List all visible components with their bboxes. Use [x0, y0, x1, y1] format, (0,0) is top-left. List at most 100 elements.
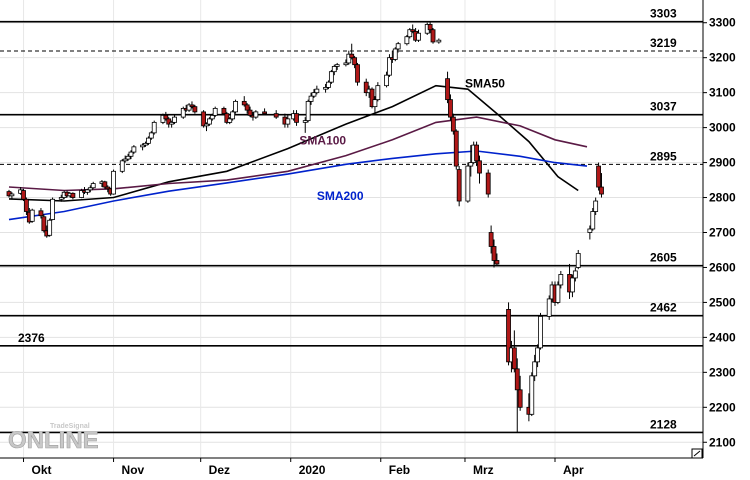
candle — [29, 208, 35, 223]
candle-body — [247, 109, 253, 116]
candle — [387, 54, 392, 77]
y-tick-label: 2300 — [709, 365, 736, 379]
x-tick-label: 2020 — [299, 463, 326, 477]
candle-body — [233, 100, 238, 113]
candle — [143, 141, 148, 147]
candle-body — [221, 107, 227, 115]
candle — [491, 239, 497, 268]
candle — [186, 103, 192, 112]
y-tick-label: 2700 — [709, 225, 736, 239]
candle — [151, 120, 157, 135]
candle — [407, 27, 413, 39]
candle-body — [535, 347, 540, 363]
candle-body — [111, 170, 116, 195]
candle-body — [21, 190, 26, 200]
series-line-sma50 — [8, 84, 579, 202]
candle-body — [395, 43, 401, 50]
candle — [465, 162, 471, 203]
candle — [587, 225, 593, 240]
candle-body — [206, 118, 212, 125]
candle — [331, 64, 337, 76]
candle-body — [334, 64, 340, 67]
candle-body — [593, 200, 599, 212]
x-tick-label: Okt — [32, 463, 52, 477]
candle-body — [58, 197, 64, 200]
candle — [253, 110, 259, 119]
candle — [456, 166, 462, 207]
candle-body — [477, 160, 482, 174]
candle-body — [212, 107, 218, 116]
candle — [148, 131, 154, 140]
resize-handle-icon[interactable] — [691, 448, 703, 459]
candle — [212, 106, 218, 118]
x-tick-label: Dez — [209, 463, 230, 477]
candle-body — [491, 246, 497, 261]
level-label: 2462 — [650, 301, 677, 315]
candle-body — [465, 165, 471, 202]
candle — [538, 312, 543, 350]
candle — [599, 173, 604, 198]
candle-body — [430, 29, 436, 43]
candle-body — [331, 66, 337, 73]
candle-body — [128, 151, 134, 157]
level-label: 2376 — [18, 331, 45, 345]
candle-body — [41, 216, 47, 232]
candle-body — [546, 298, 552, 317]
level-label: 3303 — [650, 7, 677, 21]
candle-body — [529, 375, 535, 415]
y-tick-label: 3200 — [709, 51, 736, 65]
candle — [47, 218, 53, 237]
candle — [209, 113, 215, 121]
candle — [308, 92, 314, 105]
candle — [230, 110, 236, 121]
candle — [372, 96, 378, 114]
candle — [169, 120, 175, 128]
candle-body — [384, 74, 389, 87]
candle-body — [323, 87, 328, 90]
candle — [343, 59, 349, 67]
candle — [570, 274, 575, 298]
candle-body — [209, 114, 215, 120]
candle — [21, 188, 26, 202]
candle-body — [587, 228, 593, 233]
candle — [506, 302, 511, 366]
candle-body — [427, 24, 433, 31]
candle — [189, 101, 195, 109]
candle — [294, 110, 299, 126]
candle — [404, 34, 410, 46]
y-tick-label: 2100 — [709, 435, 736, 449]
candle — [146, 136, 151, 146]
candle — [79, 188, 85, 199]
candle-body — [532, 361, 538, 377]
candle — [285, 115, 291, 128]
candle-body — [148, 132, 154, 139]
candle — [227, 117, 233, 125]
candle-body — [311, 92, 317, 97]
candle-body — [192, 106, 198, 113]
candle — [233, 99, 238, 114]
candle — [395, 41, 401, 53]
logo-small-text: TradeSignal — [50, 423, 90, 430]
candle-body — [387, 57, 392, 76]
candle-body — [352, 57, 358, 66]
candle-body — [404, 36, 410, 45]
candle-body — [29, 209, 35, 222]
candle-body — [305, 100, 311, 122]
candle-body — [506, 309, 511, 363]
candle-body — [375, 85, 381, 101]
candle — [172, 115, 177, 125]
candle-body — [314, 88, 320, 94]
candle — [24, 197, 29, 216]
candle — [477, 155, 482, 184]
ma-label: SMA100 — [299, 133, 346, 147]
candle-body — [448, 99, 453, 118]
candle-body — [456, 169, 462, 202]
candle — [58, 194, 64, 202]
candle — [596, 162, 601, 191]
candle — [468, 145, 474, 177]
candle — [328, 69, 334, 84]
candle — [262, 108, 267, 116]
candle — [180, 106, 186, 119]
candle-body — [416, 32, 421, 41]
y-tick-label: 2400 — [709, 330, 736, 344]
